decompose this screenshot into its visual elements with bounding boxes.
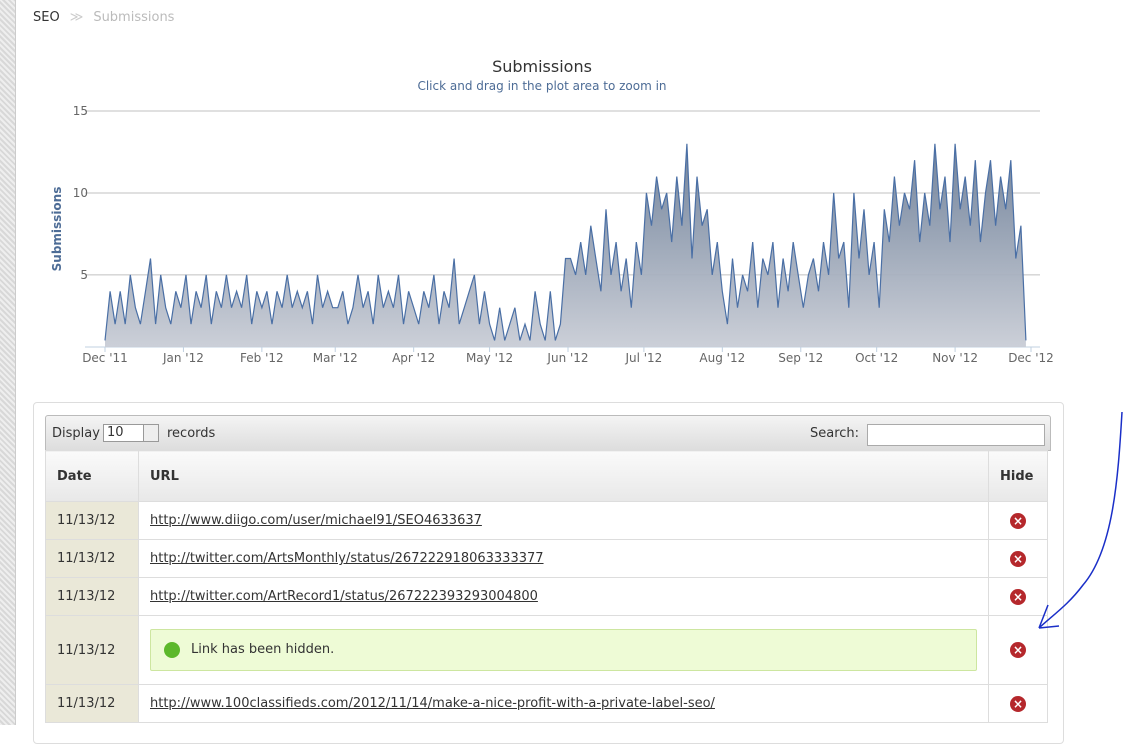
y-tick-label: 15 (73, 104, 88, 118)
table-row: 11/13/12 http://www.100classifieds.com/20… (45, 684, 1048, 723)
table-toolbar: Display 10 records Search: (45, 415, 1051, 451)
chart-title: Submissions (492, 57, 592, 76)
x-tick-label: Jan '12 (162, 351, 204, 365)
hide-button[interactable]: × (1010, 512, 1026, 529)
x-tick-label: Oct '12 (855, 351, 898, 365)
table-row: 11/13/12 http://twitter.com/ArtRecord1/st… (45, 577, 1048, 616)
x-tick-label: Apr '12 (392, 351, 435, 365)
annotation-arrow (1038, 411, 1123, 629)
y-tick-label: 5 (80, 268, 88, 282)
x-tick-label: Mar '12 (313, 351, 358, 365)
crumb-current: Submissions (93, 10, 175, 25)
x-tick-label: Jun '12 (546, 351, 588, 365)
x-tick-label: Dec '12 (1008, 351, 1054, 365)
hide-cell: × (988, 615, 1048, 685)
x-tick-label: Dec '11 (82, 351, 128, 365)
date-cell: 11/13/12 (45, 501, 139, 540)
x-tick-label: May '12 (466, 351, 513, 365)
search-input[interactable] (867, 424, 1045, 446)
date-cell: 11/13/12 (45, 684, 139, 723)
hide-button[interactable]: × (1010, 588, 1026, 605)
column-header[interactable]: URL (138, 450, 989, 502)
display-label: Display (52, 426, 100, 441)
hide-button[interactable]: × (1010, 695, 1026, 712)
url-cell: http://twitter.com/ArtsMonthly/status/26… (138, 539, 989, 578)
area-line (104, 143, 1027, 341)
page-size: 10 (107, 425, 124, 440)
y-tick-label: 10 (73, 186, 88, 200)
column-header[interactable]: Date (45, 450, 139, 502)
records-table: Date URL Hide 11/13/12 http://www.diigo.com/… (45, 450, 1048, 723)
page-size-select[interactable]: 10 (103, 424, 159, 442)
x-tick-label: Jul '12 (624, 351, 662, 365)
x-tick-label: Sep '12 (778, 351, 823, 365)
url-cell: Link has been hidden. (138, 615, 989, 685)
url-cell: http://www.100classifieds.com/2012/11/14… (138, 684, 989, 723)
date-cell: 11/13/12 (45, 615, 139, 685)
url-link[interactable]: http://www.diigo.com/user/michael91/SEO4… (150, 513, 482, 528)
hide-cell: × (988, 684, 1048, 723)
url-cell: http://twitter.com/ArtRecord1/status/267… (138, 577, 989, 616)
hide-cell: × (988, 501, 1048, 540)
date-cell: 11/13/12 (45, 577, 139, 616)
hide-cell: × (988, 539, 1048, 578)
records-label: records (167, 426, 216, 441)
url-cell: http://www.diigo.com/user/michael91/SEO4… (138, 501, 989, 540)
y-axis-title: Submissions (50, 187, 64, 272)
url-link[interactable]: http://www.100classifieds.com/2012/11/14… (150, 696, 715, 711)
x-tick-label: Aug '12 (699, 351, 745, 365)
message-text: Link has been hidden. (191, 642, 335, 657)
x-tick-label: Nov '12 (932, 351, 978, 365)
url-link[interactable]: http://twitter.com/ArtsMonthly/status/26… (150, 551, 544, 566)
hide-button[interactable]: × (1010, 642, 1026, 658)
area-fill (105, 143, 1026, 347)
hide-button[interactable]: × (1010, 550, 1026, 567)
x-tick-label: Feb '12 (240, 351, 284, 365)
table-row: 11/13/12 http://www.diigo.com/user/michae… (45, 501, 1048, 540)
search-label: Search: (810, 426, 860, 441)
side-strip (0, 0, 16, 725)
hidden-message: Link has been hidden. (150, 629, 977, 671)
breadcrumb: SEO ≫ Submissions (33, 10, 174, 25)
hide-cell: × (988, 577, 1048, 616)
crumb-root[interactable]: SEO (33, 10, 60, 25)
table-row: 11/13/12 Link has been hidden. × (45, 615, 1048, 685)
chart-subtitle: Click and drag in the plot area to zoom … (417, 79, 666, 93)
check-icon (164, 642, 180, 658)
table-row: 11/13/12 http://twitter.com/ArtsMonthly/s… (45, 539, 1048, 578)
crumb-sep: ≫ (69, 10, 84, 25)
chart[interactable]: Submissions Click and drag in the plot a… (0, 0, 1123, 380)
date-cell: 11/13/12 (45, 539, 139, 578)
url-link[interactable]: http://twitter.com/ArtRecord1/status/267… (150, 589, 538, 604)
select-arrow (143, 425, 158, 441)
